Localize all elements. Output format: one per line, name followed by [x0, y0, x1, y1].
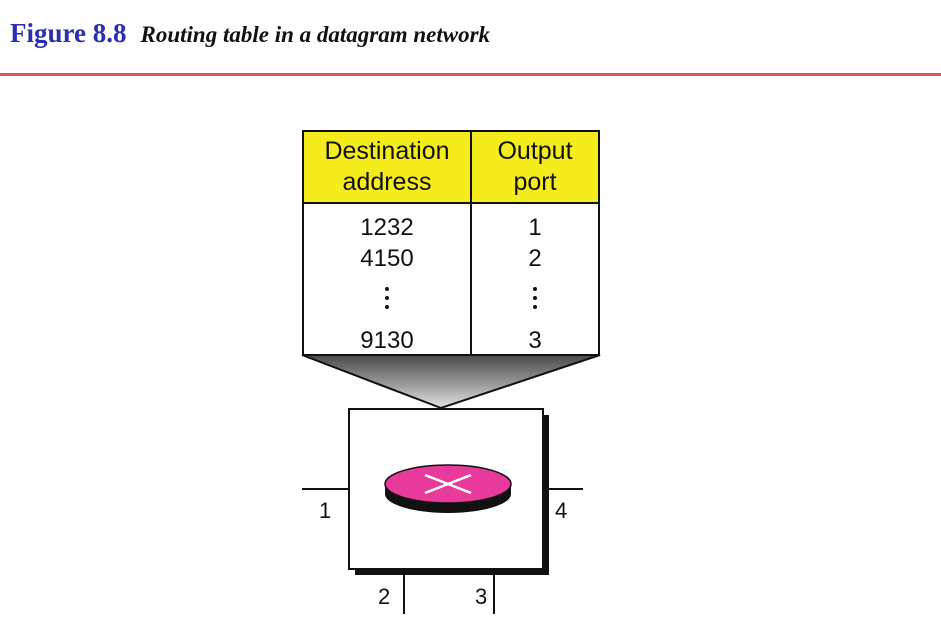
table-to-switch-funnel	[301, 354, 601, 410]
figure-number: Figure 8.8	[10, 18, 127, 48]
port-cell: 3	[528, 327, 542, 354]
port-cell: 1	[528, 214, 542, 241]
routing-table: Destination address 1232 4150 9130 Outpu…	[302, 130, 600, 356]
destination-header-line2: address	[342, 168, 432, 196]
figure-header: Figure 8.8 Routing table in a datagram n…	[10, 18, 490, 58]
port-column: Output port 1 2 3	[472, 132, 598, 354]
destination-header: Destination address	[304, 132, 470, 204]
destination-header-line1: Destination	[324, 137, 450, 165]
destination-cell: 4150	[360, 245, 414, 272]
port-label-3: 3	[475, 584, 488, 609]
destination-cell: 9130	[360, 327, 414, 354]
port-header: Output port	[472, 132, 598, 204]
port-ellipsis	[472, 287, 598, 314]
destination-ellipsis	[304, 287, 470, 314]
router-icon	[384, 464, 512, 513]
port-label-2: 2	[378, 584, 391, 609]
header-divider	[0, 73, 941, 76]
port-label-1: 1	[319, 498, 332, 523]
port-label-4: 4	[555, 498, 568, 523]
destination-cell: 1232	[360, 214, 414, 241]
destination-column: Destination address 1232 4150 9130	[304, 132, 472, 354]
port-header-line1: Output	[497, 137, 573, 165]
port-cell: 2	[528, 245, 542, 272]
port-header-line2: port	[513, 168, 557, 196]
figure-title: Routing table in a datagram network	[140, 22, 491, 47]
